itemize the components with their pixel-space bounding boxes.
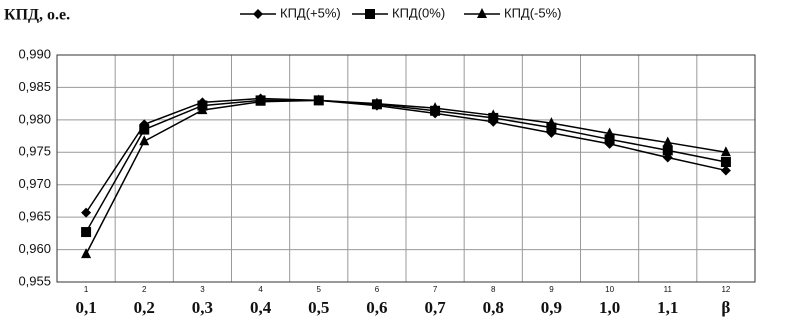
x-tick-label: 1,1: [657, 298, 678, 317]
x-tick-label: 0,8: [483, 298, 504, 317]
point-number: 3: [200, 285, 205, 294]
marker: [197, 104, 208, 115]
marker: [477, 8, 487, 18]
x-tick-label: 0,7: [424, 298, 446, 317]
y-tick-label: 0,970: [18, 176, 51, 191]
marker: [253, 9, 263, 19]
x-tick-label: 0,3: [192, 298, 213, 317]
marker: [139, 135, 150, 146]
legend-label: КПД(+5%): [280, 5, 341, 20]
marker: [430, 102, 441, 113]
marker: [604, 134, 615, 145]
point-number: 10: [605, 285, 614, 294]
marker: [720, 146, 731, 157]
series-line: [85, 99, 727, 233]
plot-frame: [56, 54, 756, 283]
marker: [546, 117, 557, 128]
x-tick-label: 0,5: [308, 298, 329, 317]
marker: [371, 97, 382, 108]
marker: [81, 227, 92, 238]
y-tick-label: 0,980: [18, 111, 51, 126]
x-tick-label: 0,9: [541, 298, 562, 317]
marker: [81, 207, 92, 218]
x-tick-label: 0,4: [250, 298, 272, 317]
point-number: 6: [375, 285, 380, 294]
y-tick-label: 0,985: [18, 79, 51, 94]
series-line: [85, 97, 727, 214]
marker: [720, 165, 731, 176]
y-tick-label: 0,990: [18, 46, 51, 61]
marker: [313, 94, 324, 105]
point-number: 4: [258, 285, 263, 294]
legend-label: КПД(0%): [392, 5, 445, 20]
marker: [139, 124, 150, 135]
marker: [604, 127, 615, 138]
point-number: 8: [491, 285, 496, 294]
point-number: 12: [721, 285, 730, 294]
point-number: 5: [317, 285, 322, 294]
marker: [720, 157, 731, 168]
y-tick-label: 0,960: [18, 241, 51, 256]
y-tick-label: 0,975: [18, 144, 51, 159]
x-tick-label: β: [721, 298, 730, 317]
point-number: 11: [664, 285, 673, 294]
marker: [662, 145, 673, 156]
marker: [255, 95, 266, 106]
marker: [81, 248, 92, 259]
x-tick-label: 0,2: [134, 298, 155, 317]
marker: [488, 109, 499, 120]
point-number: 7: [433, 285, 438, 294]
marker: [546, 127, 557, 138]
y-tick-label: 0,965: [18, 209, 51, 224]
marker: [546, 122, 557, 133]
marker: [365, 9, 375, 19]
x-tick-label: 0,1: [75, 298, 96, 317]
chart-title: КПД, о.е.: [4, 7, 70, 24]
point-number: 1: [84, 285, 89, 294]
series-line: [85, 99, 727, 255]
marker: [662, 136, 673, 147]
y-tick-label: 0,955: [18, 273, 51, 288]
x-tick-label: 1,0: [599, 298, 620, 317]
x-tick-label: 0,6: [366, 298, 387, 317]
point-number: 9: [549, 285, 554, 294]
legend-label: КПД(-5%): [504, 5, 562, 20]
point-number: 2: [142, 285, 147, 294]
